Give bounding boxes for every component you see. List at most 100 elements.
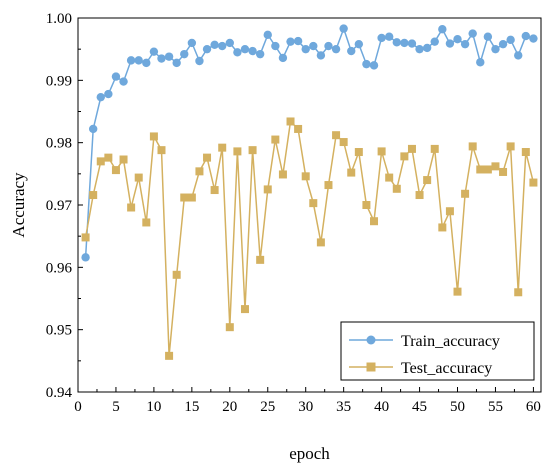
test-point (203, 153, 212, 162)
train-point (195, 56, 204, 66)
train-point (286, 37, 295, 46)
test-point (127, 203, 136, 212)
y-tick-label: 0.97 (46, 198, 73, 214)
y-axis-title: Accuracy (9, 172, 28, 238)
train-point (187, 38, 197, 48)
test-point (347, 168, 356, 177)
x-axis-ticks: 0 5 10 15 20 25 30 35 40 45 50 55 60 (74, 387, 541, 415)
test-point (400, 152, 409, 161)
train-point (377, 33, 386, 43)
train-point (126, 56, 136, 65)
test-point (415, 191, 424, 200)
x-tick-label: 5 (112, 399, 120, 415)
test-point (134, 173, 143, 182)
test-point (286, 117, 295, 126)
train-point (476, 58, 485, 67)
test-point (195, 167, 204, 176)
train-point (514, 51, 523, 60)
test-point (430, 144, 439, 153)
test-point (529, 178, 538, 187)
train-point (309, 41, 318, 51)
y-tick-label: 1.00 (46, 11, 72, 27)
x-tick-label: 35 (336, 399, 351, 415)
train-point (339, 24, 348, 33)
y-tick-label: 0.99 (46, 73, 72, 89)
train-point (180, 49, 189, 59)
train-point (210, 40, 219, 50)
test-point (119, 155, 128, 164)
train-point (506, 35, 515, 45)
test-point (81, 233, 90, 242)
y-tick-label: 0.96 (46, 260, 73, 276)
train-point (134, 56, 143, 65)
train-point (460, 39, 470, 49)
train-point (248, 46, 257, 56)
train-point (271, 41, 280, 51)
test-point (362, 201, 371, 209)
train-point (392, 38, 401, 47)
test-point (438, 223, 447, 232)
test-point (89, 191, 98, 200)
train-point (278, 53, 288, 63)
x-tick-label: 50 (450, 399, 465, 415)
test-point (491, 162, 500, 171)
legend-entry-test: Test_accuracy (349, 360, 492, 377)
test-point (385, 173, 394, 182)
test-point (370, 217, 379, 226)
test-point (210, 186, 219, 195)
train-point (324, 41, 333, 51)
test-point (233, 147, 242, 156)
test-point (278, 170, 287, 179)
test-point (263, 185, 272, 194)
test-point (506, 142, 515, 151)
test-point (172, 270, 181, 279)
test-point (111, 166, 120, 175)
test-point (248, 146, 257, 155)
test-point (309, 199, 318, 208)
test-point (271, 135, 280, 144)
train-point (225, 38, 235, 48)
x-tick-label: 30 (298, 399, 313, 415)
train-point (445, 39, 455, 48)
train-point (407, 39, 417, 48)
test-point (225, 323, 234, 332)
test-point (423, 176, 432, 185)
test-point (294, 124, 303, 133)
test-point (476, 165, 485, 174)
train-point (263, 30, 272, 40)
train-point (430, 37, 439, 46)
y-tick-label: 0.94 (46, 385, 73, 401)
test-point (499, 167, 508, 176)
test-point (377, 147, 386, 156)
test-point (461, 189, 470, 198)
train-point (255, 49, 265, 59)
train-point (468, 29, 477, 38)
x-tick-label: 0 (74, 399, 82, 415)
train-point (331, 44, 341, 54)
train-point (438, 25, 447, 34)
train-point (400, 38, 409, 48)
test-point (483, 165, 492, 174)
test-point (316, 238, 325, 247)
series-line-test (84, 119, 535, 356)
train-point (453, 34, 462, 44)
test-point (521, 148, 530, 157)
legend-marker-test (366, 362, 376, 372)
test-point (339, 138, 348, 147)
test-point (332, 131, 341, 140)
train-point (384, 32, 394, 41)
test-point (468, 142, 477, 151)
train-point (293, 36, 303, 46)
train-point (521, 31, 531, 41)
x-axis-title: epoch (289, 444, 330, 463)
train-point (96, 92, 105, 102)
train-point (111, 72, 121, 81)
x-tick-label: 45 (412, 399, 427, 415)
y-axis-ticks: 0.94 0.95 0.96 0.97 0.98 0.99 1.00 (46, 11, 83, 401)
train-point (104, 89, 113, 99)
test-point (180, 193, 189, 202)
x-tick-label: 15 (184, 399, 199, 415)
train-point (362, 59, 371, 69)
train-point (119, 77, 128, 86)
